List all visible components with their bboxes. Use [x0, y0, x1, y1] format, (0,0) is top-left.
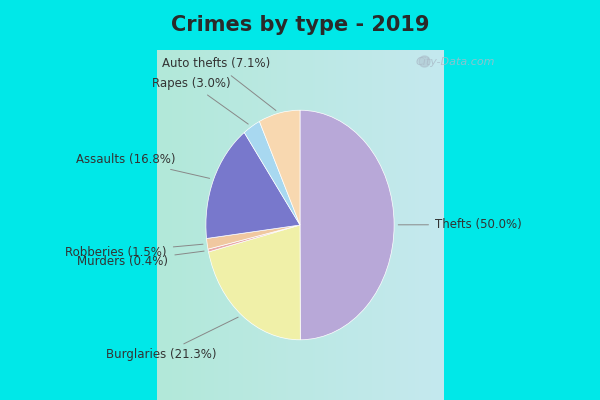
Text: Crimes by type - 2019: Crimes by type - 2019 [171, 15, 429, 35]
Text: Rapes (3.0%): Rapes (3.0%) [152, 77, 248, 124]
Text: Thefts (50.0%): Thefts (50.0%) [398, 218, 522, 231]
Text: Robberies (1.5%): Robberies (1.5%) [65, 244, 203, 258]
Wedge shape [209, 225, 300, 340]
Wedge shape [206, 225, 300, 249]
Wedge shape [300, 110, 394, 340]
Wedge shape [244, 122, 300, 225]
Text: City-Data.com: City-Data.com [416, 57, 495, 67]
Wedge shape [208, 225, 300, 252]
Text: Assaults (16.8%): Assaults (16.8%) [76, 153, 209, 178]
Text: Murders (0.4%): Murders (0.4%) [77, 251, 204, 268]
Wedge shape [206, 132, 300, 238]
Wedge shape [259, 110, 300, 225]
Text: Burglaries (21.3%): Burglaries (21.3%) [106, 317, 238, 362]
Text: Auto thefts (7.1%): Auto thefts (7.1%) [162, 57, 276, 110]
